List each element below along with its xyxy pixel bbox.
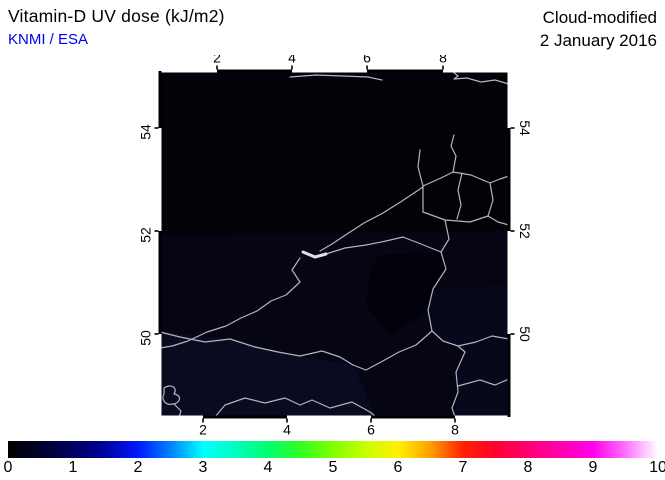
coastline-border-path [319, 186, 424, 252]
colorbar-tick-label: 6 [393, 459, 403, 476]
coastline-border-path [417, 149, 424, 187]
coastline-border-path [440, 219, 450, 253]
lat-tick-label-left: 52 [140, 227, 154, 243]
lon-tick-label-top: 2 [213, 55, 221, 66]
coastline-border-path [457, 378, 510, 387]
lon-tick-label-bottom: 4 [283, 422, 291, 436]
page-title: Vitamin-D UV dose (kJ/m2) [8, 6, 225, 26]
uv-dose-map: 2 2 4 4 6 6 8 8 54 54 52 52 50 50 [140, 55, 530, 435]
colorbar-tick-label: 4 [263, 459, 273, 476]
lat-tick-label-right: 54 [517, 120, 530, 136]
colorbar-tick-label: 0 [3, 459, 13, 476]
lon-tick-label-top: 6 [363, 55, 371, 66]
colorbar-tick-label: 2 [133, 459, 143, 476]
header-right: Cloud-modified 2 January 2016 [540, 6, 657, 52]
shade-patch [428, 285, 509, 417]
coastline-border-path [422, 171, 494, 217]
coastline-border-path [427, 251, 447, 332]
credit-label: KNMI / ESA [8, 31, 89, 48]
lon-tick-label-bottom: 8 [451, 422, 459, 436]
coastline-border-path [159, 331, 354, 366]
coastline-border-path [489, 175, 510, 184]
coastline-border-path [214, 397, 377, 418]
coastline-border-path [450, 134, 457, 173]
colorbar-tick-label: 3 [198, 459, 208, 476]
coastline-border-path [325, 236, 442, 255]
coastline-border-path [487, 215, 510, 226]
colorbar-tick-label: 8 [523, 459, 533, 476]
variant-label: Cloud-modified [542, 8, 657, 27]
coastline-border-path [352, 330, 433, 371]
coastline-border-path [431, 330, 510, 347]
coastline-border-path [173, 403, 182, 418]
lon-tick-label-bottom: 2 [199, 422, 207, 436]
lat-tick-label-left: 54 [140, 124, 154, 140]
shade-patch [160, 332, 376, 417]
coastline-border-path [162, 385, 181, 405]
lon-tick-label-top: 8 [439, 55, 447, 66]
lat-tick-label-right: 52 [517, 223, 530, 239]
colorbar-tick-label: 10 [649, 459, 665, 476]
bright-cluster-path [301, 250, 328, 259]
colorbar-tick-label: 7 [458, 459, 468, 476]
colorbar-tick-label: 5 [328, 459, 338, 476]
lon-tick-label-bottom: 6 [367, 422, 375, 436]
colorbar-labels: 0 1 2 3 4 5 6 7 8 9 10 [4, 459, 665, 479]
date-label: 2 January 2016 [539, 31, 657, 50]
shade-patch [366, 252, 446, 335]
colorbar-gradient [8, 441, 658, 458]
coastline-border-path [456, 172, 463, 220]
coastline-border-path [289, 74, 383, 81]
coastline-border-path [159, 257, 301, 349]
lat-tick-label-right: 50 [517, 326, 530, 342]
colorbar-tick-label: 9 [588, 459, 598, 476]
lat-tick-label-left: 50 [140, 330, 154, 346]
lon-tick-label-top: 4 [288, 55, 296, 66]
coastline-border-path [451, 70, 510, 85]
colorbar-tick-label: 1 [68, 459, 78, 476]
coastline-border-path [451, 345, 466, 418]
